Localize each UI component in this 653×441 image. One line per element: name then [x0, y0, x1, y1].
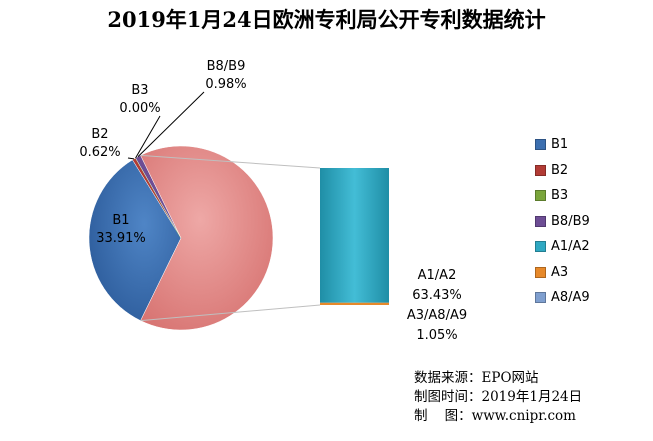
legend-label: A3	[551, 265, 568, 280]
legend-swatch	[535, 241, 546, 252]
legend-swatch	[535, 292, 546, 303]
data-label-name: B1	[112, 213, 129, 228]
legend-label: B3	[551, 188, 568, 203]
data-label-name: B8/B9	[207, 59, 246, 74]
chart-legend: B1 B2 B3 B8/B9 A1/A2 A3 A8/A9	[535, 132, 590, 311]
author-line: 制 图：www.cnipr.com	[414, 407, 582, 426]
legend-swatch	[535, 190, 546, 201]
legend-label: B1	[551, 137, 568, 152]
data-label-value: 33.91%	[96, 231, 146, 246]
data-label-value: 0.62%	[79, 145, 120, 160]
data-label-value: 63.43%	[412, 288, 462, 303]
legend-label: B8/B9	[551, 214, 590, 229]
data-label-name: B2	[91, 127, 108, 142]
bar-segment-a3-a8-a9	[320, 303, 389, 305]
data-label-name: B3	[131, 83, 148, 98]
source-note: 数据来源：EPO网站 制图时间：2019年1月24日 制 图：www.cnipr…	[414, 369, 582, 426]
legend-item: B3	[535, 183, 590, 209]
legend-label: B2	[551, 163, 568, 178]
bar-segment-a1-a2	[320, 168, 389, 303]
data-label-value: 1.05%	[416, 328, 457, 343]
legend-item: A1/A2	[535, 234, 590, 260]
legend-label: A8/A9	[551, 290, 590, 305]
legend-swatch	[535, 139, 546, 150]
legend-item: B8/B9	[535, 209, 590, 235]
legend-item: B1	[535, 132, 590, 158]
leader-line	[128, 158, 134, 159]
data-label-name: A1/A2	[418, 268, 457, 283]
source-line: 数据来源：EPO网站	[414, 369, 582, 388]
legend-swatch	[535, 165, 546, 176]
legend-item: A3	[535, 260, 590, 286]
data-label-value: 0.98%	[205, 77, 246, 92]
data-label-name: A3/A8/A9	[407, 308, 467, 323]
legend-item: A8/A9	[535, 285, 590, 311]
legend-swatch	[535, 216, 546, 227]
legend-label: A1/A2	[551, 239, 590, 254]
data-label-value: 0.00%	[119, 101, 160, 116]
chart-date-line: 制图时间：2019年1月24日	[414, 388, 582, 407]
legend-swatch	[535, 267, 546, 278]
legend-item: B2	[535, 158, 590, 184]
